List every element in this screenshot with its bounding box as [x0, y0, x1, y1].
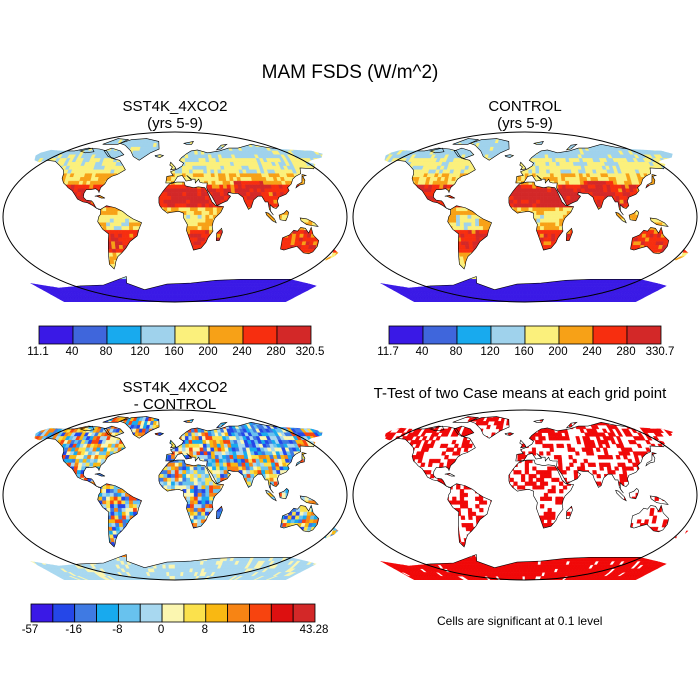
figure-title: MAM FSDS (W/m^2) — [261, 62, 439, 83]
panel-title-test-line1: SST4K_4XCO2 — [122, 98, 228, 115]
colorbar-label: 80 — [99, 346, 113, 358]
coastlines — [380, 138, 689, 302]
map-control — [352, 131, 698, 303]
colorbar-swatch — [208, 325, 244, 345]
map-border — [2, 409, 348, 581]
map-border — [2, 131, 348, 303]
colorbar-test-case — [38, 325, 312, 345]
colorbar-swatch — [74, 603, 97, 623]
map-difference — [2, 409, 348, 581]
colorbar-label: 200 — [198, 346, 218, 358]
colorbar-label: -57 — [21, 624, 39, 636]
colorbar-swatch — [558, 325, 594, 345]
colorbar-swatch — [626, 325, 662, 345]
colorbar-swatch — [292, 603, 316, 623]
colorbar-swatch — [117, 603, 141, 623]
map-test-case — [2, 131, 348, 303]
colorbar-swatch — [270, 603, 294, 623]
colorbar-label: 43.28 — [299, 624, 329, 636]
colorbar-label: 120 — [480, 346, 500, 358]
colorbar-label: 280 — [616, 346, 636, 358]
colorbar-label: 200 — [548, 346, 568, 358]
panel-title-control-line1: CONTROL — [488, 98, 562, 115]
colorbar-swatch — [227, 603, 250, 623]
colorbar-swatch — [183, 603, 207, 623]
panel-title-test: SST4K_4XCO2 (yrs 5-9) — [15, 98, 335, 132]
colorbar-label: 120 — [130, 346, 150, 358]
colorbar-swatch — [106, 325, 142, 345]
panel-title-test-line2: (yrs 5-9) — [147, 115, 203, 132]
panel-title-difference-line1: SST4K_4XCO2 — [122, 379, 228, 396]
colorbar-label: 160 — [164, 346, 184, 358]
colorbar-control-labels: 11.7 40 80 120 160 200 240 280 330.7 — [377, 346, 674, 362]
colorbar-swatch — [96, 603, 119, 623]
colorbar-label: 0 — [157, 624, 165, 636]
map-border — [352, 409, 698, 581]
significance-note: Cells are significant at 0.1 level — [437, 614, 603, 628]
colorbar-swatch — [139, 603, 163, 623]
colorbar-swatch — [249, 603, 272, 623]
colorbar-label: 330.7 — [645, 346, 675, 358]
panel-title-ttest: T-Test of two Case means at each grid po… — [345, 385, 695, 402]
coastlines — [30, 138, 339, 302]
colorbar-label: 40 — [415, 346, 429, 358]
panel-title-difference-line2: - CONTROL — [133, 396, 217, 413]
colorbar-test-case-labels: 11.1 40 80 120 160 200 240 280 320.5 — [27, 346, 324, 362]
colorbar-label: 8 — [201, 624, 208, 636]
colorbar-swatch — [38, 325, 74, 345]
colorbar-swatch — [592, 325, 628, 345]
colorbar-swatch — [490, 325, 526, 345]
colorbar-label: 11.1 — [27, 346, 49, 358]
colorbar-label: 240 — [232, 346, 252, 358]
colorbar-label: 280 — [266, 346, 286, 358]
colorbar-label: 16 — [242, 624, 255, 636]
colorbar-swatch — [388, 325, 424, 345]
colorbar-swatch — [422, 325, 458, 345]
colorbar-swatch — [30, 603, 54, 623]
colorbar-label: 320.5 — [295, 346, 325, 358]
colorbar-label: 160 — [514, 346, 534, 358]
globe-background — [353, 410, 697, 580]
colorbar-swatch — [174, 325, 210, 345]
colorbar-swatch — [72, 325, 108, 345]
colorbar-label: 80 — [449, 346, 463, 358]
colorbar-swatch — [276, 325, 312, 345]
colorbar-swatch — [524, 325, 560, 345]
panel-title-control: CONTROL (yrs 5-9) — [365, 98, 685, 132]
colorbar-label: -16 — [65, 624, 82, 636]
colorbar-swatch — [205, 603, 229, 623]
colorbar-swatch — [140, 325, 176, 345]
colorbar-difference-labels: -57 -16 -8 0 8 16 43.28 — [22, 624, 329, 640]
panel-title-difference: SST4K_4XCO2 - CONTROL — [15, 379, 335, 413]
colorbar-label: 40 — [65, 346, 79, 358]
map-ttest — [352, 409, 698, 581]
colorbar-swatch — [456, 325, 492, 345]
panel-title-ttest-line1: T-Test of two Case means at each grid po… — [373, 385, 667, 402]
map-border — [352, 131, 698, 303]
colorbar-control — [388, 325, 662, 345]
colorbar-swatch — [242, 325, 278, 345]
colorbar-label: 11.7 — [377, 346, 399, 358]
colorbar-label: 240 — [582, 346, 602, 358]
colorbar-label: -8 — [112, 624, 123, 636]
coastlines — [380, 416, 689, 580]
panel-title-control-line2: (yrs 5-9) — [497, 115, 553, 132]
colorbar-swatch — [52, 603, 76, 623]
colorbar-swatch — [161, 603, 185, 623]
colorbar-difference — [30, 603, 316, 623]
